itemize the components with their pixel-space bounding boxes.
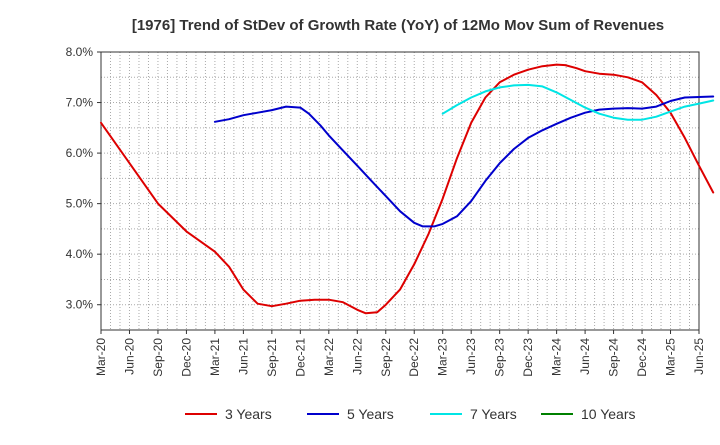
x-tick-label: Mar-23 (436, 338, 450, 376)
x-tick-label: Mar-24 (550, 338, 564, 376)
y-tick-label: 3.0% (66, 298, 94, 312)
x-tick-label: Mar-21 (208, 338, 222, 376)
y-tick-label: 8.0% (66, 45, 94, 59)
series-line-3-years (100, 63, 715, 315)
series-line-5-years (213, 95, 715, 228)
x-tick-label: Sep-23 (493, 338, 507, 377)
x-tick-label: Jun-23 (464, 338, 478, 375)
x-tick-label: Jun-25 (692, 338, 706, 375)
x-tick-label: Mar-20 (94, 338, 108, 376)
y-tick-label: 4.0% (66, 247, 94, 261)
legend-label: 10 Years (581, 406, 636, 422)
x-tick-label: Mar-22 (322, 338, 336, 376)
axes: 3.0% 4.0% 5.0% 6.0% 7.0% 8.0% Mar-20 Jun-20 Sep-… (66, 45, 706, 377)
x-tick-label: Sep-20 (151, 338, 165, 377)
x-tick-label: Sep-21 (265, 338, 279, 377)
x-tick-label: Jun-21 (236, 338, 250, 375)
y-tick-label: 5.0% (66, 197, 94, 211)
legend-label: 5 Years (347, 406, 394, 422)
x-tick-label: Dec-23 (521, 338, 535, 377)
grid (101, 51, 699, 330)
series-line-7-years (441, 83, 715, 121)
plot-frame (100, 51, 700, 331)
x-tick-label: Sep-24 (607, 338, 621, 377)
x-tick-label: Dec-24 (635, 338, 649, 377)
y-tick-label: 6.0% (66, 146, 94, 160)
x-tick-label: Dec-20 (179, 338, 193, 377)
x-tick-label: Jun-24 (578, 338, 592, 375)
x-tick-label: Jun-22 (350, 338, 364, 375)
chart-title: [1976] Trend of StDev of Growth Rate (Yo… (132, 17, 664, 34)
x-tick-label: Mar-25 (664, 338, 678, 376)
legend-label: 7 Years (470, 406, 517, 422)
legend-label: 3 Years (225, 406, 272, 422)
x-tick-label: Dec-21 (293, 338, 307, 377)
x-tick-label: Dec-22 (407, 338, 421, 377)
series (100, 63, 715, 315)
x-tick-label: Sep-22 (379, 338, 393, 377)
legend: 3 Years 5 Years 7 Years 10 Years (185, 406, 636, 422)
x-tick-label: Jun-20 (122, 338, 136, 375)
y-tick-label: 7.0% (66, 96, 94, 110)
